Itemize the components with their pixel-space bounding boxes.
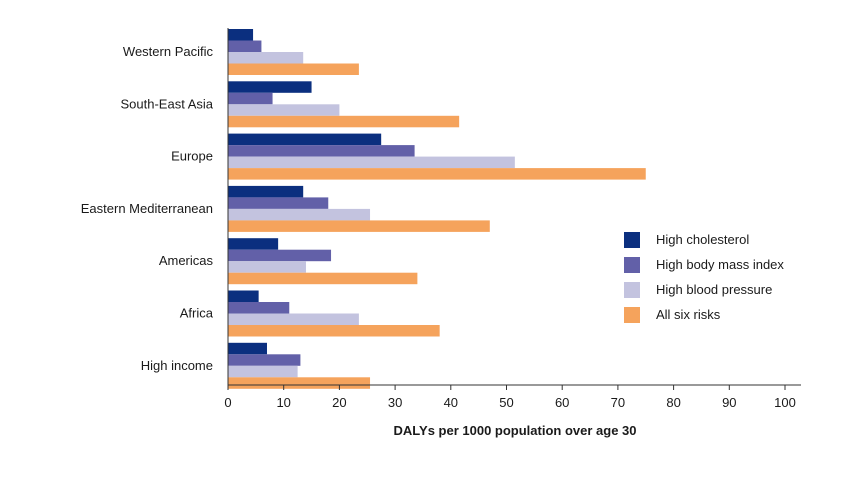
bars-group (228, 29, 646, 389)
bar-americas-all-six-risks (228, 272, 418, 285)
x-tick-label-60: 60 (555, 395, 569, 410)
bar-western-pacific-high-blood-pressure (228, 52, 304, 64)
category-labels: Western Pacific South-East Asia Europe East… (81, 44, 214, 373)
x-tick-label-50: 50 (499, 395, 513, 410)
legend-label-high-body-mass-index: High body mass index (656, 257, 784, 272)
bar-eastern-mediterranean-all-six-risks (228, 220, 490, 232)
bar-south-east-asia-all-six-risks (228, 115, 460, 128)
legend-label-all-six-risks: All six risks (656, 307, 721, 322)
bar-europe-high-cholesterol (228, 133, 382, 146)
bar-south-east-asia-high-blood-pressure (228, 104, 340, 116)
bar-americas-high-blood-pressure (228, 261, 306, 273)
bar-high-income-high-body-mass-index (228, 354, 301, 366)
legend-label-high-blood-pressure: High blood pressure (656, 282, 772, 297)
legend: High cholesterol High body mass index High… (624, 232, 784, 323)
x-tick-label-70: 70 (611, 395, 625, 410)
bar-western-pacific-all-six-risks (228, 63, 359, 75)
category-label-high-income: High income (141, 358, 213, 373)
bar-europe-high-blood-pressure (228, 156, 515, 169)
bar-europe-all-six-risks (228, 168, 646, 180)
bar-americas-high-cholesterol (228, 238, 279, 250)
bar-western-pacific-high-body-mass-index (228, 40, 262, 52)
x-tick-label-0: 0 (224, 395, 231, 410)
x-tick-label-10: 10 (276, 395, 290, 410)
category-label-americas: Americas (159, 253, 214, 268)
legend-swatch-high-body-mass-index (624, 257, 640, 273)
bar-africa-high-blood-pressure (228, 313, 359, 325)
legend-swatch-all-six-risks (624, 307, 640, 323)
x-axis-title: DALYs per 1000 population over age 30 (394, 423, 637, 438)
bar-south-east-asia-high-cholesterol (228, 81, 312, 93)
bar-eastern-mediterranean-high-blood-pressure (228, 208, 371, 221)
legend-label-high-cholesterol: High cholesterol (656, 232, 749, 247)
x-tick-label-80: 80 (666, 395, 680, 410)
x-axis-ticks: 0 10 20 30 40 50 60 70 80 90 100 (224, 385, 796, 410)
category-label-western-pacific: Western Pacific (123, 44, 214, 59)
bar-africa-all-six-risks (228, 325, 440, 337)
bar-high-income-high-cholesterol (228, 342, 267, 355)
bar-africa-high-cholesterol (228, 290, 259, 302)
bar-eastern-mediterranean-high-body-mass-index (228, 197, 329, 209)
legend-swatch-high-cholesterol (624, 232, 640, 248)
bar-americas-high-body-mass-index (228, 249, 332, 262)
x-tick-label-40: 40 (444, 395, 458, 410)
category-label-south-east-asia: South-East Asia (121, 96, 214, 111)
bar-south-east-asia-high-body-mass-index (228, 92, 273, 105)
bar-western-pacific-high-cholesterol (228, 29, 254, 41)
bar-high-income-high-blood-pressure (228, 365, 298, 378)
bar-high-income-all-six-risks (228, 377, 371, 389)
legend-swatch-high-blood-pressure (624, 282, 640, 298)
bar-africa-high-body-mass-index (228, 302, 290, 314)
category-label-europe: Europe (171, 149, 213, 164)
x-tick-label-90: 90 (722, 395, 736, 410)
x-tick-label-30: 30 (388, 395, 402, 410)
x-tick-label-20: 20 (332, 395, 346, 410)
category-label-africa: Africa (180, 306, 214, 321)
x-tick-label-100: 100 (774, 395, 796, 410)
bar-europe-high-body-mass-index (228, 145, 415, 157)
bar-eastern-mediterranean-high-cholesterol (228, 185, 304, 198)
category-label-eastern-mediterranean: Eastern Mediterranean (81, 201, 213, 216)
